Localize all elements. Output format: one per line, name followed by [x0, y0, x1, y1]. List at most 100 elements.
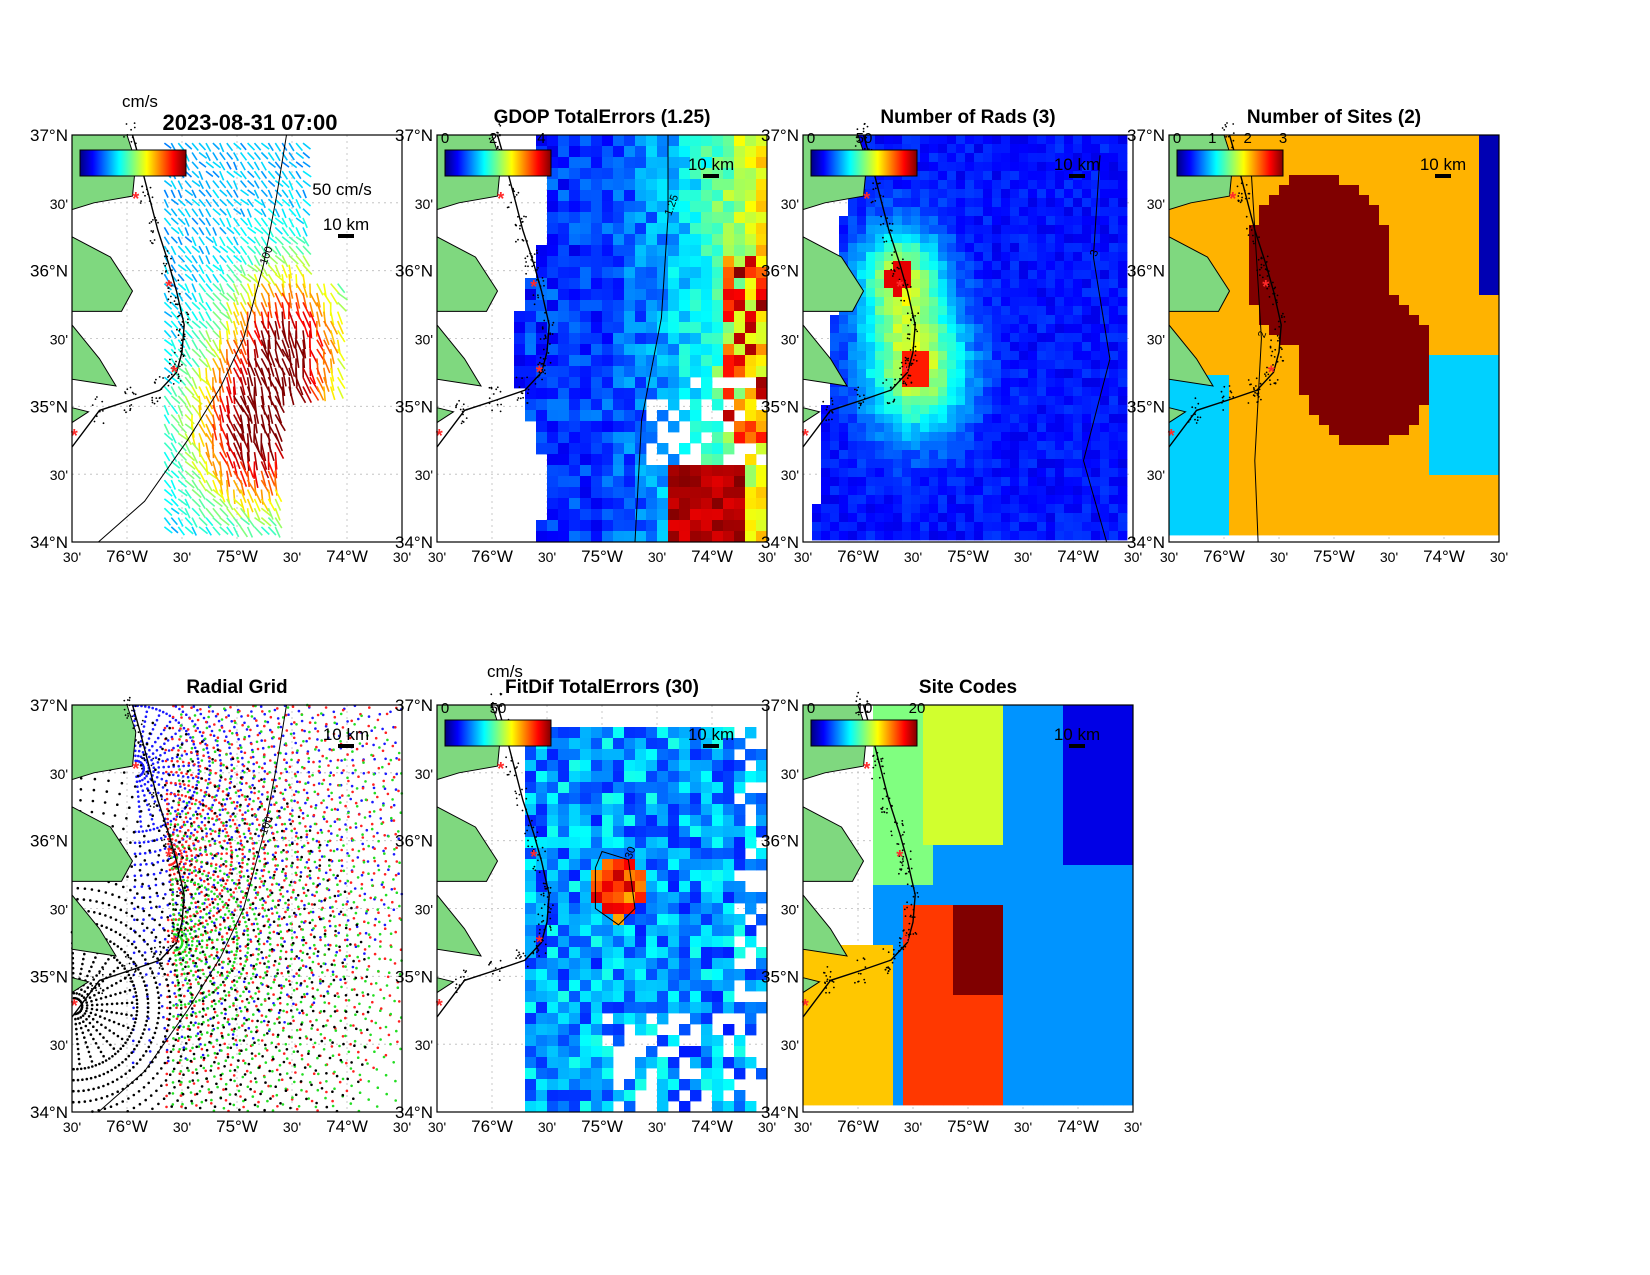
- field-cell: [580, 531, 592, 543]
- coast-dot: [130, 128, 133, 131]
- field-cell: [1429, 215, 1440, 226]
- field-cell: [1369, 175, 1380, 186]
- current-vector: [191, 161, 199, 170]
- field-cell: [1479, 265, 1490, 276]
- field-cell: [1299, 375, 1310, 386]
- current-vector: [295, 348, 300, 369]
- field-cell: [1409, 155, 1420, 166]
- field-cell: [591, 509, 603, 521]
- field-cell: [866, 225, 876, 235]
- field-cell: [1489, 305, 1500, 316]
- field-cell: [1289, 355, 1300, 366]
- field-cell: [1091, 135, 1101, 145]
- field-cell: [866, 441, 876, 451]
- field-cell: [756, 509, 768, 521]
- field-cell: [1309, 165, 1320, 176]
- field-cell: [679, 410, 691, 422]
- field-cell: [525, 377, 537, 389]
- field-cell: [947, 369, 957, 379]
- field-cell: [1118, 360, 1128, 370]
- field-cell: [920, 432, 930, 442]
- field-cell: [547, 212, 559, 224]
- coast-dot: [151, 196, 154, 199]
- field-cell: [1100, 468, 1110, 478]
- field-cell: [947, 360, 957, 370]
- field-cell: [1379, 175, 1390, 186]
- field-cell: [1489, 235, 1500, 246]
- field-cell: [1189, 225, 1200, 236]
- current-vector: [233, 273, 243, 284]
- field-cell: [547, 179, 559, 191]
- field-cell: [690, 432, 702, 444]
- coast-dot: [151, 396, 154, 399]
- field-cell: [1449, 425, 1460, 436]
- field-cell: [580, 476, 592, 488]
- field-cell: [1019, 171, 1029, 181]
- current-vector: [323, 367, 328, 384]
- coast-dot: [124, 392, 127, 395]
- field-cell: [569, 366, 581, 378]
- field-cell: [1349, 325, 1360, 336]
- field-cell: [1299, 145, 1310, 156]
- current-vector: [233, 245, 241, 255]
- field-cell: [830, 333, 840, 343]
- coast-dot: [822, 400, 825, 403]
- coast-dot: [174, 296, 177, 299]
- current-vector: [288, 292, 293, 309]
- field-cell: [734, 267, 746, 279]
- coast-dot: [180, 344, 183, 346]
- current-vector: [288, 226, 296, 237]
- field-cell: [1055, 504, 1065, 514]
- field-cell: [1046, 414, 1056, 424]
- field-cell: [1055, 171, 1065, 181]
- current-vector: [163, 517, 172, 526]
- field-cell: [635, 410, 647, 422]
- coast-dot: [458, 399, 460, 402]
- current-vector: [184, 254, 193, 264]
- current-vector: [219, 395, 227, 413]
- field-cell: [745, 256, 757, 268]
- field-cell: [1449, 245, 1460, 256]
- field-cell: [1028, 333, 1038, 343]
- field-cell: [911, 288, 921, 298]
- field-cell: [679, 146, 691, 158]
- field-cell: [902, 387, 912, 397]
- field-cell: [558, 531, 570, 543]
- field-cell: [1001, 486, 1011, 496]
- field-cell: [1091, 360, 1101, 370]
- field-cell: [580, 498, 592, 510]
- field-cell: [830, 450, 840, 460]
- current-vector: [316, 367, 324, 384]
- coast-dot: [170, 295, 172, 298]
- field-cell: [1037, 288, 1047, 298]
- field-cell: [613, 399, 625, 411]
- contour-label: 100: [258, 245, 276, 266]
- coast-dot: [891, 275, 894, 277]
- field-cell: [1279, 475, 1290, 486]
- current-vector: [198, 460, 208, 473]
- current-vector: [239, 395, 250, 414]
- field-cell: [1459, 215, 1470, 226]
- current-vector: [260, 461, 270, 479]
- site-marker-icon: *: [863, 189, 870, 209]
- coast-dot: [524, 257, 527, 260]
- field-cell: [536, 520, 548, 532]
- field-cell: [893, 198, 903, 208]
- field-cell: [679, 498, 691, 510]
- field-cell: [613, 410, 625, 422]
- current-vector: [212, 283, 222, 292]
- field-cell: [668, 388, 680, 400]
- field-cell: [1037, 495, 1047, 505]
- field-cell: [1064, 378, 1074, 388]
- field-cell: [1339, 435, 1350, 446]
- coast-dot: [128, 405, 131, 407]
- field-cell: [965, 459, 975, 469]
- field-cell: [866, 360, 876, 370]
- current-vector: [288, 367, 296, 387]
- field-cell: [893, 306, 903, 316]
- current-vector: [323, 339, 332, 355]
- field-cell: [536, 311, 548, 323]
- field-cell: [1409, 405, 1420, 416]
- field-cell: [657, 531, 669, 543]
